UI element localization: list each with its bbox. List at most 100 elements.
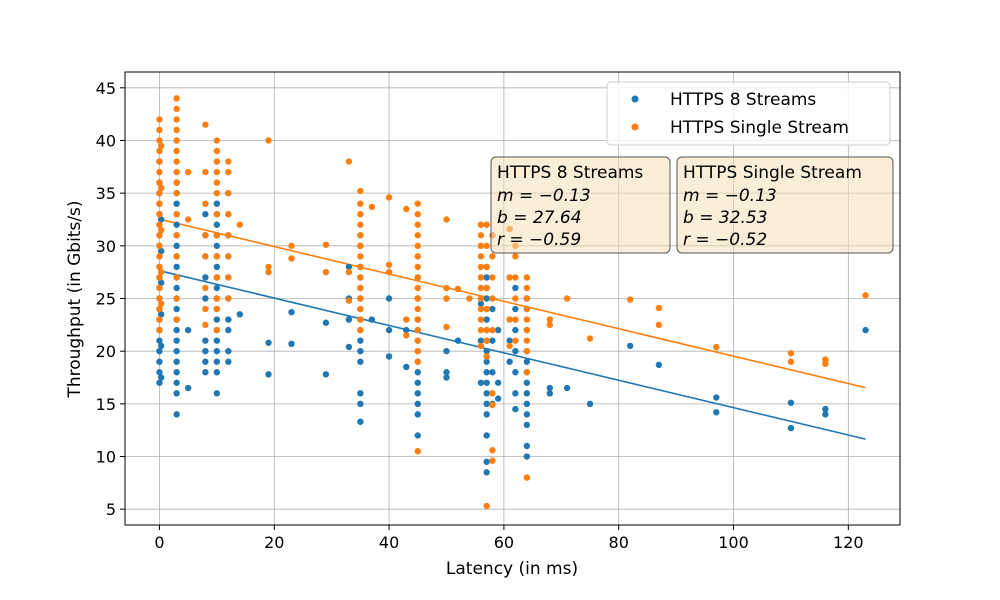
point-single-stream bbox=[414, 358, 421, 365]
point-single-stream bbox=[213, 326, 221, 334]
point-single-stream bbox=[156, 189, 163, 197]
point-single-stream bbox=[477, 342, 485, 350]
point-8-streams bbox=[156, 337, 163, 344]
point-single-stream bbox=[414, 263, 421, 271]
point-8-streams bbox=[156, 369, 163, 376]
point-single-stream bbox=[414, 316, 421, 323]
point-single-stream bbox=[489, 401, 496, 409]
point-single-stream bbox=[506, 274, 513, 281]
point-8-streams bbox=[494, 326, 502, 334]
point-8-streams bbox=[322, 371, 330, 378]
point-8-streams bbox=[157, 374, 165, 381]
point-single-stream bbox=[213, 147, 221, 155]
point-8-streams bbox=[213, 337, 221, 344]
point-8-streams bbox=[494, 379, 502, 386]
point-8-streams bbox=[202, 358, 209, 365]
point-single-stream bbox=[156, 326, 163, 334]
point-single-stream bbox=[477, 284, 485, 292]
point-single-stream bbox=[202, 253, 209, 260]
axis-ticks: 0 20 40 60 80 100 120 5 10 15 20 25 30 35 40 45 bbox=[96, 79, 864, 552]
point-single-stream bbox=[173, 295, 180, 302]
point-single-stream bbox=[477, 305, 485, 313]
point-single-stream bbox=[345, 297, 353, 304]
point-8-streams bbox=[586, 400, 594, 408]
stats-r-single-stream: r = −0.52 bbox=[683, 230, 767, 250]
point-single-stream bbox=[156, 168, 163, 176]
point-8-streams bbox=[506, 337, 513, 344]
point-single-stream bbox=[265, 268, 272, 276]
point-8-streams bbox=[512, 369, 519, 376]
point-8-streams bbox=[787, 424, 795, 432]
point-single-stream bbox=[512, 274, 519, 281]
point-single-stream bbox=[414, 284, 421, 292]
y-tick-label: 40 bbox=[96, 131, 116, 150]
point-single-stream bbox=[202, 321, 209, 329]
legend-label-8-streams: HTTPS 8 Streams bbox=[670, 90, 816, 110]
point-single-stream bbox=[489, 295, 496, 302]
point-8-streams bbox=[202, 274, 209, 281]
point-single-stream bbox=[156, 274, 163, 281]
legend-frame bbox=[606, 81, 891, 146]
point-single-stream bbox=[173, 168, 180, 176]
point-8-streams bbox=[173, 379, 180, 386]
point-8-streams bbox=[357, 390, 364, 397]
point-single-stream bbox=[236, 221, 244, 228]
point-single-stream bbox=[157, 226, 165, 234]
point-8-streams bbox=[213, 390, 221, 397]
point-8-streams bbox=[156, 358, 163, 365]
legend-marker-8-streams bbox=[631, 95, 639, 103]
point-single-stream bbox=[173, 316, 180, 323]
point-single-stream bbox=[288, 255, 295, 262]
point-8-streams bbox=[173, 242, 180, 250]
point-single-stream bbox=[466, 295, 473, 302]
point-single-stream bbox=[403, 316, 410, 323]
point-single-stream bbox=[156, 200, 163, 207]
point-single-stream bbox=[357, 232, 364, 239]
point-single-stream bbox=[506, 342, 513, 350]
point-8-streams bbox=[414, 369, 421, 376]
point-8-streams bbox=[512, 390, 519, 397]
point-8-streams bbox=[483, 295, 490, 302]
point-single-stream bbox=[787, 350, 795, 357]
y-tick-label: 20 bbox=[96, 342, 116, 361]
point-single-stream bbox=[322, 268, 330, 276]
point-8-streams bbox=[626, 342, 634, 350]
stats-m-single-stream: m = −0.13 bbox=[683, 186, 777, 206]
fit-lines bbox=[159, 218, 866, 440]
stats-box-single-stream-frame bbox=[676, 156, 894, 254]
stats-box-8-streams: HTTPS 8 Streams m = −0.13 b = 27.64 r = … bbox=[490, 156, 671, 254]
point-8-streams bbox=[443, 369, 450, 376]
point-single-stream bbox=[357, 263, 364, 271]
point-single-stream bbox=[157, 184, 165, 192]
point-single-stream bbox=[156, 147, 163, 155]
point-8-streams bbox=[357, 358, 364, 365]
y-tick-label: 10 bbox=[96, 448, 116, 467]
stats-title-8-streams: HTTPS 8 Streams bbox=[497, 163, 643, 183]
point-single-stream bbox=[184, 168, 192, 176]
point-single-stream bbox=[202, 200, 209, 207]
point-single-stream bbox=[414, 295, 421, 302]
point-8-streams bbox=[512, 305, 519, 313]
point-single-stream bbox=[368, 203, 376, 211]
point-single-stream bbox=[483, 284, 490, 292]
point-single-stream bbox=[506, 316, 513, 323]
point-single-stream bbox=[523, 326, 531, 334]
point-8-streams bbox=[173, 390, 180, 397]
point-8-streams bbox=[483, 358, 490, 365]
point-single-stream bbox=[288, 242, 295, 250]
point-single-stream bbox=[173, 147, 180, 155]
point-single-stream bbox=[546, 316, 554, 323]
point-single-stream bbox=[655, 304, 663, 312]
point-8-streams bbox=[157, 216, 165, 223]
point-single-stream bbox=[489, 457, 496, 464]
point-8-streams bbox=[523, 411, 531, 418]
point-single-stream bbox=[357, 200, 364, 207]
point-8-streams bbox=[357, 400, 364, 408]
point-8-streams bbox=[563, 384, 571, 392]
point-8-streams bbox=[265, 339, 272, 346]
point-single-stream bbox=[173, 137, 180, 144]
point-single-stream bbox=[385, 194, 393, 201]
point-single-stream bbox=[225, 274, 232, 281]
point-8-streams bbox=[523, 390, 531, 397]
point-single-stream bbox=[202, 305, 209, 313]
